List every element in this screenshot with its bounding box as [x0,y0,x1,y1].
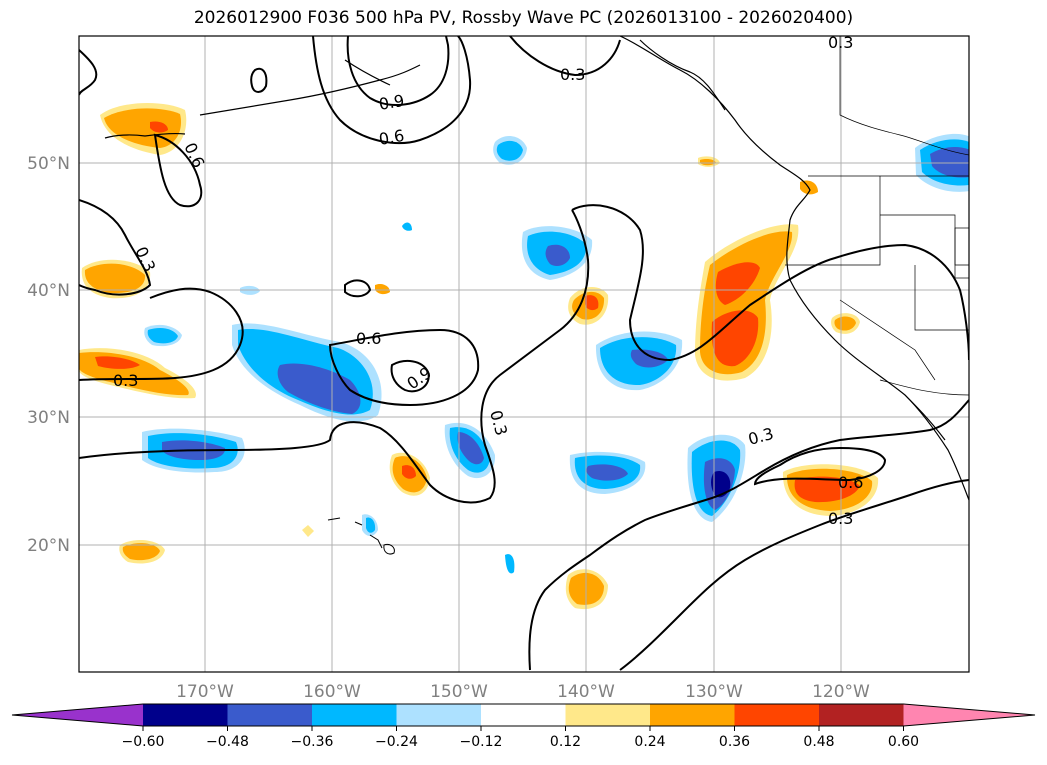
colorbar-tick-label: 0.12 [550,734,581,750]
contour-label: 0.3 [828,33,853,52]
contour-label: 0.9 [377,91,405,114]
negative-anomaly-blob [521,226,593,280]
colorbar-segment [734,704,820,726]
colorbar-tick-label: 0.36 [719,734,750,750]
lon-label: 140°W [557,682,615,702]
contour-label: 0.6 [377,126,405,149]
contour-label: 0.3 [828,509,853,528]
contour-label: 0.6 [356,329,381,348]
colorbar-tick-label: −0.12 [460,734,503,750]
negative-anomaly-blob [915,133,969,192]
colorbar-segment [565,704,651,726]
positive-anomaly-blob [302,156,860,537]
colorbar-tick-label: −0.48 [206,734,249,750]
colorbar-segment [481,704,566,726]
lat-label: 20°N [27,536,70,556]
colorbar-tick-label: −0.24 [375,734,418,750]
contour-label: 0.6 [838,473,863,492]
lon-label: 120°W [812,682,870,702]
contour-label: 0.3 [113,371,138,390]
colorbar-segment [227,704,313,726]
colorbar-tick-label: 0.24 [634,734,665,750]
negative-anomaly-blob [144,324,182,347]
coastlines [104,36,969,501]
positive-anomaly-blob [79,348,196,399]
pv-contours [79,36,969,671]
colorbar-tick-label: 0.60 [888,734,919,750]
colorbar-tick-label: 0.48 [803,734,834,750]
negative-anomaly-blob [595,331,683,391]
lat-label: 30°N [27,408,70,428]
lat-label: 40°N [27,281,70,301]
colorbar-tick-label: −0.36 [291,734,334,750]
positive-anomaly-blob [119,539,165,564]
lat-label: 50°N [27,154,70,174]
positive-anomaly-blob [568,287,609,325]
longitude-labels: 170°W 160°W 150°W 140°W 130°W 120°W [176,682,870,702]
lon-label: 130°W [685,682,743,702]
positive-anomaly-blob [695,224,799,381]
colorbar-segment [650,704,735,726]
colorbar-segment [396,704,482,726]
latitude-labels: 50°N 40°N 30°N 20°N [27,154,70,556]
lon-label: 150°W [430,682,488,702]
colorbar-segment [312,704,397,726]
colorbar: −0.60 −0.48 −0.36 −0.24 −0.12 0.12 0.24 0.36 0.4… [11,703,1036,750]
negative-anomaly-blob [569,451,646,494]
contour-label: 0.3 [560,65,585,84]
islands [327,517,395,555]
colorbar-extend-low [12,704,143,726]
colorbar-segment [143,704,228,726]
map-title: 2026012900 F036 500 hPa PV, Rossby Wave … [193,8,854,28]
map-frame [78,35,970,673]
negative-anomaly-blob [493,136,527,165]
colorbar-segment [819,704,904,726]
positive-anomaly-blob [389,452,430,496]
colorbar-extend-high [903,704,1035,726]
political-borders [785,36,969,396]
lon-label: 160°W [303,682,361,702]
plot-area: 0.3 0.3 0.3 0.3 0.3 0.3 0.3 0.6 0.6 0.6 … [79,33,969,672]
positive-anomaly-blob [81,259,151,299]
lon-label: 170°W [176,682,234,702]
colorbar-tick-label: −0.60 [122,734,165,750]
